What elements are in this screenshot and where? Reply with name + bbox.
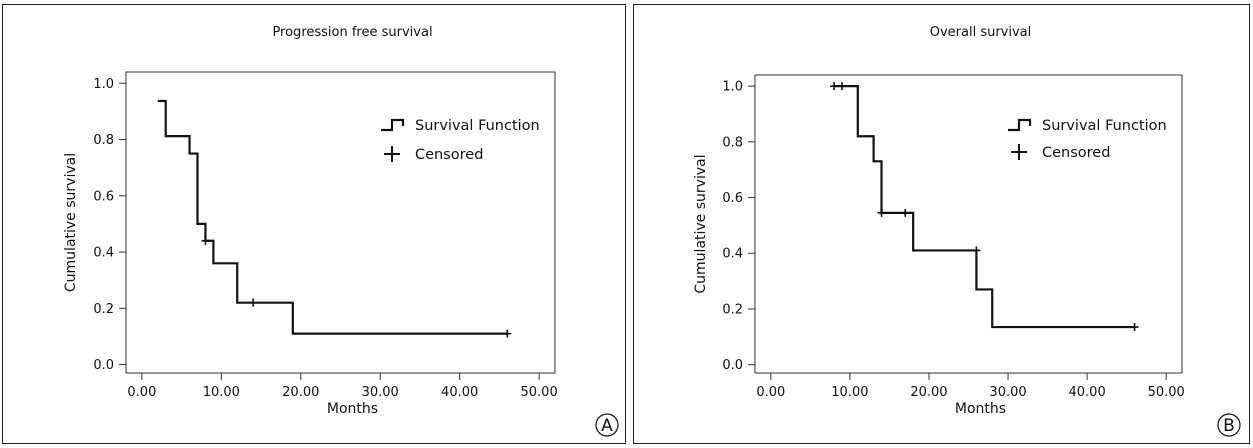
x-tick-label-a: 30.00	[362, 385, 399, 400]
y-tick-label-b: 1.0	[722, 80, 743, 95]
x-axis-label-a: Months	[327, 401, 378, 417]
chart-title-a: Progression free survival	[272, 25, 432, 40]
x-tick-label-b: 20.00	[910, 385, 947, 400]
y-axis-label-b: Cumulative survival	[693, 154, 709, 293]
x-tick-label-b: 30.00	[989, 385, 1026, 400]
legend-censored-label-a: Censored	[415, 147, 483, 163]
x-tick-label-a: 50.00	[521, 385, 558, 400]
y-tick-label-a: 0.2	[93, 302, 114, 317]
y-tick-label-a: 0.6	[93, 189, 114, 204]
panel-letter-circle-b	[1217, 413, 1241, 437]
survival-function-line-a	[157, 99, 508, 335]
y-tick-label-b: 0.8	[722, 135, 743, 150]
legend-censored-symbol-a	[384, 146, 400, 162]
legend-survival-symbol-a	[381, 118, 405, 132]
plot-frame-a	[125, 71, 556, 374]
y-tick-label-b: 0.4	[722, 247, 743, 262]
legend-censored-label-b: Censored	[1042, 145, 1110, 161]
censored-mark-b	[830, 82, 839, 91]
panel-letter-a: A	[601, 416, 613, 436]
x-tick-label-b: 50.00	[1148, 385, 1185, 400]
y-tick-label-a: 0.0	[93, 358, 114, 373]
y-axis-label-a: Cumulative survival	[63, 153, 79, 292]
x-tick-label-b: 0.00	[756, 385, 785, 400]
y-tick-label-b: 0.6	[722, 191, 743, 206]
y-tick-label-a: 0.8	[93, 133, 114, 148]
x-tick-label-a: 10.00	[203, 385, 240, 400]
legend-censored-symbol-b	[1011, 144, 1027, 160]
panel-letter-circle-a	[595, 413, 619, 437]
panel-letter-b: B	[1223, 416, 1235, 436]
censored-mark-b	[972, 246, 981, 255]
legend-survival-label-a: Survival Function	[415, 118, 540, 134]
chart-b-svg: Overall survival 0.0 0.2 0.4 0.6 0.8 1.0 0.00 10…	[693, 25, 1241, 437]
censored-mark-b	[837, 82, 846, 91]
plot-frame-b	[754, 74, 1183, 374]
x-tick-label-a: 20.00	[282, 385, 319, 400]
y-tick-label-a: 0.4	[93, 246, 114, 261]
chart-a-svg: Progression free survival 0.0 0.2 0.4 0.6 0.8…	[63, 25, 619, 437]
x-tick-label-a: 40.00	[441, 385, 478, 400]
survival-function-line-b	[834, 85, 1135, 329]
censored-mark-b	[877, 208, 886, 217]
x-tick-label-b: 40.00	[1069, 385, 1106, 400]
y-tick-label-a: 1.0	[93, 77, 114, 92]
censored-mark-a	[503, 329, 512, 338]
chart-panel-b: Overall survival 0.0 0.2 0.4 0.6 0.8 1.0 0.00 10…	[633, 4, 1250, 444]
y-tick-label-b: 0.2	[722, 302, 743, 317]
chart-title-b: Overall survival	[930, 25, 1032, 40]
chart-panel-a: Progression free survival 0.0 0.2 0.4 0.6 0.8…	[2, 4, 626, 444]
x-tick-label-b: 10.00	[831, 385, 868, 400]
censored-mark-a	[201, 236, 210, 245]
censored-mark-b	[1130, 323, 1139, 332]
y-tick-label-b: 0.0	[722, 358, 743, 373]
legend-survival-label-b: Survival Function	[1042, 118, 1167, 134]
censored-mark-b	[901, 208, 910, 217]
legend-survival-symbol-b	[1008, 118, 1032, 132]
censored-mark-a	[249, 298, 258, 307]
x-axis-label-b: Months	[955, 401, 1006, 417]
x-tick-label-a: 0.00	[127, 385, 156, 400]
